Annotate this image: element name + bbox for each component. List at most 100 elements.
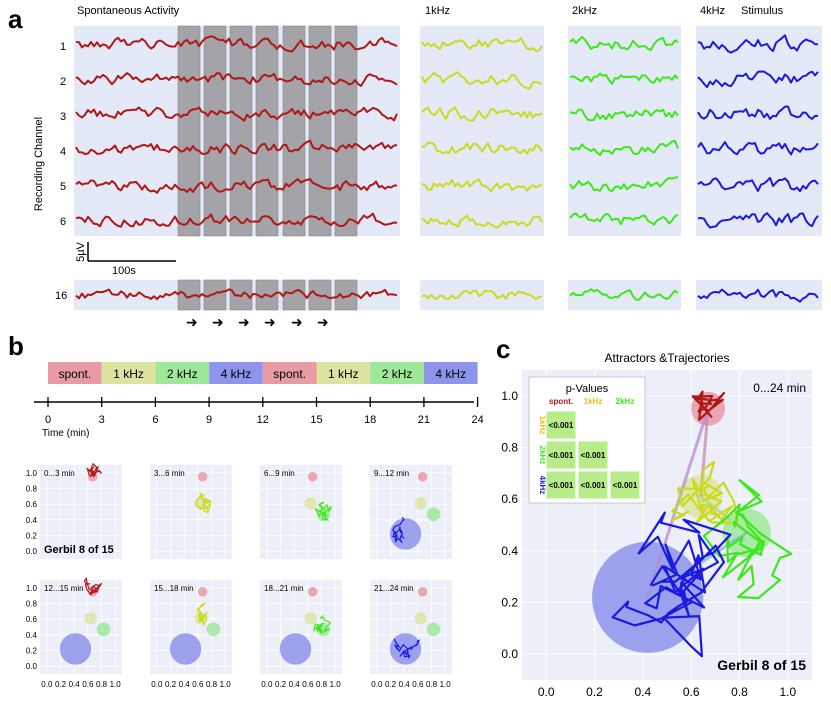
chart-y-tick: 0.0 bbox=[501, 647, 518, 661]
trace-4khz bbox=[697, 212, 819, 229]
chart-y-tick: 0.8 bbox=[501, 441, 518, 455]
subplot-y-tick: 1.0 bbox=[26, 584, 38, 593]
timeline-block-label: 2 kHz bbox=[167, 367, 198, 381]
trace-1khz bbox=[421, 214, 543, 229]
subplot-title: 6...9 min bbox=[264, 469, 295, 478]
trace-4khz bbox=[697, 288, 819, 303]
timeline-block bbox=[48, 362, 102, 384]
trace-1khz bbox=[421, 289, 542, 300]
timeline-block-label: 4 kHz bbox=[221, 367, 252, 381]
timeline-block bbox=[155, 362, 210, 384]
attractor-circle bbox=[59, 633, 92, 665]
stimulus-bar bbox=[282, 279, 306, 311]
attractor-circle bbox=[304, 612, 317, 625]
title-spontaneous: Spontaneous Activity bbox=[77, 5, 180, 17]
subplot-x-tick: 0.4 bbox=[69, 680, 81, 689]
attractor-circle bbox=[414, 497, 427, 510]
trace-2khz bbox=[569, 212, 679, 226]
scale-label-seconds: 100s bbox=[112, 265, 136, 277]
subplot-x-tick: 0.0 bbox=[41, 680, 53, 689]
subplot-title: 12...15 min bbox=[44, 584, 84, 593]
pvalue-col-label: 2kHz bbox=[616, 397, 635, 406]
pvalue-cell-value: <0.001 bbox=[549, 421, 574, 430]
attractor-circle bbox=[426, 507, 441, 522]
scale-label-microvolts: 5µV bbox=[75, 241, 87, 261]
pvalue-cell-value: <0.001 bbox=[581, 451, 606, 460]
timeline-block-label: spont. bbox=[273, 367, 306, 381]
subplot-x-tick: 0.2 bbox=[275, 680, 287, 689]
channel-label-2: 2 bbox=[60, 76, 66, 88]
title-stimulus: Stimulus bbox=[741, 5, 784, 17]
channel-labels: 1 2 3 4 5 6 16 bbox=[55, 41, 67, 302]
channel-label-6: 6 bbox=[60, 216, 66, 228]
attractor-circle bbox=[417, 471, 428, 482]
attractor-circle bbox=[84, 612, 97, 625]
timeline-ticks: 0 3 6 9 12 15 18 21 24 bbox=[45, 397, 484, 426]
timeline-block-label: 1 kHz bbox=[328, 367, 359, 381]
attractor-circle bbox=[307, 586, 318, 597]
trajectory-line bbox=[611, 511, 732, 658]
trajectory-subplot: 6...9 min bbox=[260, 465, 342, 559]
pvalue-cell bbox=[545, 440, 577, 470]
pvalue-cell bbox=[545, 470, 577, 500]
attractor-circle bbox=[206, 622, 221, 637]
stimulus-arrow: ➜ bbox=[291, 315, 303, 331]
subplot-x-tick: 0.0 bbox=[151, 680, 163, 689]
subplot-title: 21...24 min bbox=[374, 584, 414, 593]
chart-x-tick: 0.8 bbox=[731, 685, 748, 699]
pvalue-cell bbox=[609, 470, 641, 500]
panel-a-label: a bbox=[8, 4, 23, 34]
subplot-x-tick: 0.6 bbox=[192, 680, 204, 689]
subplot-x-tick: 0.0 bbox=[371, 680, 383, 689]
subplot-x-tick: 0.2 bbox=[385, 680, 397, 689]
trajectory-subplot: 3...6 min bbox=[150, 465, 232, 559]
timeline-block bbox=[209, 362, 263, 384]
subplot-title: 15...18 min bbox=[154, 584, 194, 593]
subplot-y-tick: 1.0 bbox=[26, 469, 38, 478]
pvalue-cell-value: <0.001 bbox=[613, 481, 638, 490]
subplot-y-tick: 0.8 bbox=[26, 600, 38, 609]
subplot-y-tick: 0.4 bbox=[26, 631, 38, 640]
subplot-title: 9...12 min bbox=[374, 469, 409, 478]
subplot-y-tick: 0.0 bbox=[26, 547, 38, 556]
trajectory-line bbox=[196, 602, 208, 627]
trace-spontaneous bbox=[75, 288, 398, 301]
subplot-x-tick: 1.0 bbox=[220, 680, 232, 689]
pvalue-col-label: spont. bbox=[549, 397, 573, 406]
stimulus-bar bbox=[229, 25, 253, 237]
attractor-circle bbox=[279, 633, 312, 665]
pvalue-cell-value: <0.001 bbox=[581, 481, 606, 490]
timeline-tick-label: 3 bbox=[99, 414, 105, 426]
trajectory-line bbox=[392, 517, 405, 544]
chart-y-tick: 1.0 bbox=[501, 389, 518, 403]
trace-spontaneous bbox=[75, 106, 398, 122]
subplot-x-tick: 0.2 bbox=[165, 680, 177, 689]
panel-c: c Attractors &Trajectories 0.0 0.2 0.4 0.6 0… bbox=[496, 334, 812, 699]
channel-label-4: 4 bbox=[60, 146, 66, 158]
trace-1khz bbox=[421, 141, 543, 155]
trace-4khz bbox=[697, 34, 819, 54]
trace-2khz bbox=[569, 72, 679, 85]
subplot-x-tick: 0.0 bbox=[261, 680, 273, 689]
stimulus-arrow: ➜ bbox=[238, 315, 250, 331]
chart-y-tick: 0.2 bbox=[501, 596, 518, 610]
subplot-y-tick: 0.8 bbox=[26, 485, 38, 494]
subplot-y-tick: 0.2 bbox=[26, 647, 38, 656]
timeline-tick-label: 24 bbox=[471, 414, 483, 426]
title-4khz: 4kHz bbox=[700, 5, 725, 17]
stimulus-bar bbox=[255, 25, 279, 237]
trace-2khz bbox=[569, 288, 679, 301]
panel-b: b spont. 1 kHz 2 kHz 4 kHz spont. 1 kHz 2 kHz 4… bbox=[8, 331, 484, 689]
trajectory-line bbox=[393, 638, 421, 660]
trace-2khz bbox=[569, 108, 679, 122]
panel-a-2khz-background-16 bbox=[568, 280, 681, 310]
pvalue-cell-value: <0.001 bbox=[549, 481, 574, 490]
pvalue-row-label: 4kHz bbox=[538, 476, 547, 495]
trace-4khz bbox=[697, 70, 819, 89]
channel-label-5: 5 bbox=[60, 181, 66, 193]
subplot-title: 18...21 min bbox=[264, 584, 304, 593]
stimulus-bar bbox=[203, 25, 227, 237]
subplot-x-tick: 1.0 bbox=[110, 680, 122, 689]
timeline-block bbox=[423, 362, 478, 384]
